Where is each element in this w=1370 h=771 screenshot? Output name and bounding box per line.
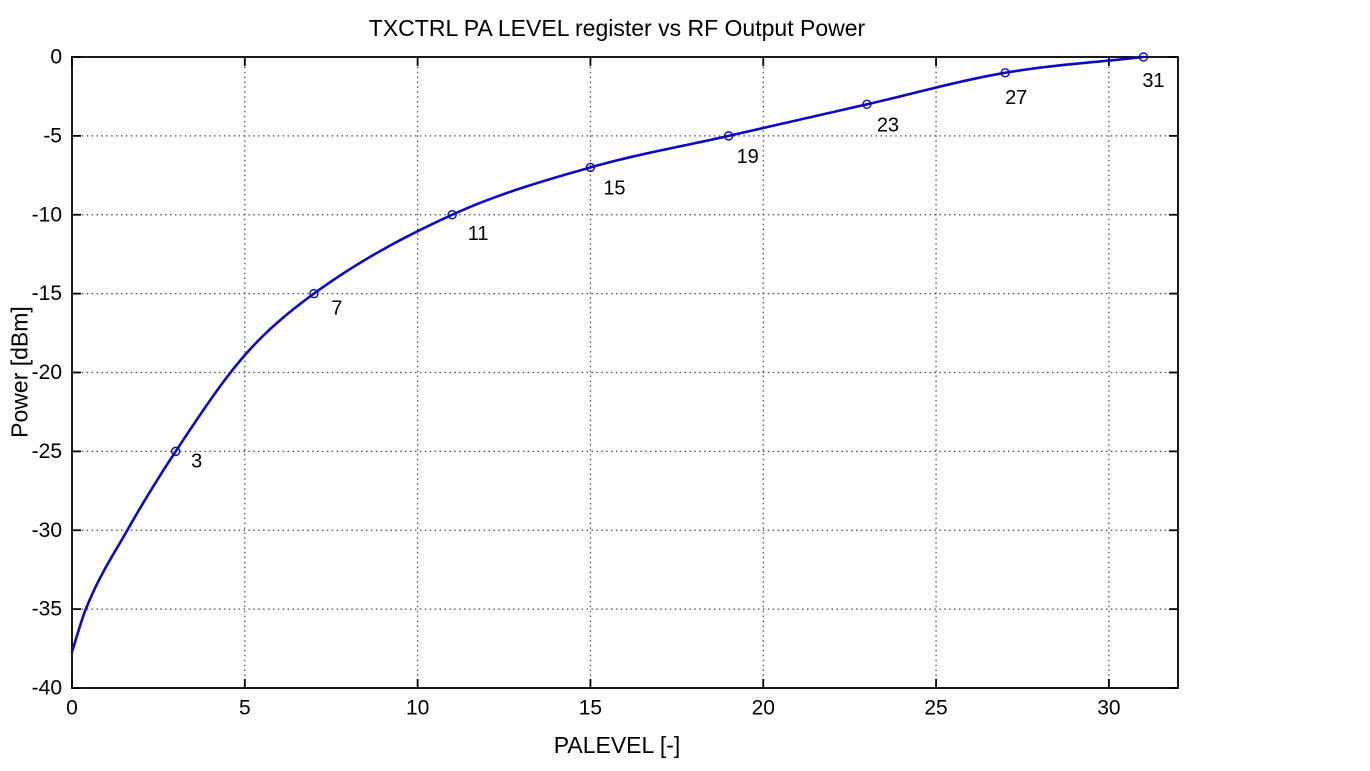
data-point-marker xyxy=(585,162,596,173)
y-tick-label: -5 xyxy=(43,124,62,147)
x-tick-label: 15 xyxy=(579,696,602,719)
data-point-label: 11 xyxy=(468,223,489,245)
axes-box xyxy=(71,56,1179,689)
data-point-marker xyxy=(309,288,319,299)
data-point-marker xyxy=(1000,68,1010,78)
x-tick-label: 20 xyxy=(752,696,775,719)
data-point-marker xyxy=(170,446,181,457)
data-point-marker xyxy=(723,131,734,141)
data-point-label: 3 xyxy=(191,450,202,472)
y-tick-label: -35 xyxy=(32,598,62,621)
y-tick-label: 0 xyxy=(50,46,62,69)
data-curve xyxy=(70,55,1145,654)
data-point-marker xyxy=(447,210,457,220)
data-point-marker xyxy=(1138,52,1149,62)
data-point-label: 27 xyxy=(1005,87,1027,109)
data-point-label: 15 xyxy=(603,177,625,199)
data-point-label: 23 xyxy=(877,114,899,136)
y-tick-label: -25 xyxy=(32,440,62,463)
data-point-label: 7 xyxy=(331,298,342,320)
x-axis-label: PALEVEL [-] xyxy=(553,732,681,758)
x-tick-label: 30 xyxy=(1097,696,1120,719)
data-point-marker xyxy=(862,99,872,110)
y-tick-label: -10 xyxy=(32,203,62,226)
x-tick-label: 5 xyxy=(239,696,251,719)
chart-title: TXCTRL PA LEVEL register vs RF Output Po… xyxy=(368,15,866,41)
y-tick-label: -20 xyxy=(32,361,62,384)
x-tick-label: 10 xyxy=(406,696,429,719)
data-point-label: 31 xyxy=(1142,70,1164,92)
x-tick-label: 0 xyxy=(66,696,78,719)
y-tick-label: -30 xyxy=(32,519,62,542)
y-tick-label: -40 xyxy=(32,677,62,700)
data-point-label: 19 xyxy=(737,146,759,168)
y-tick-label: -15 xyxy=(32,282,62,305)
x-tick-label: 25 xyxy=(924,696,947,719)
